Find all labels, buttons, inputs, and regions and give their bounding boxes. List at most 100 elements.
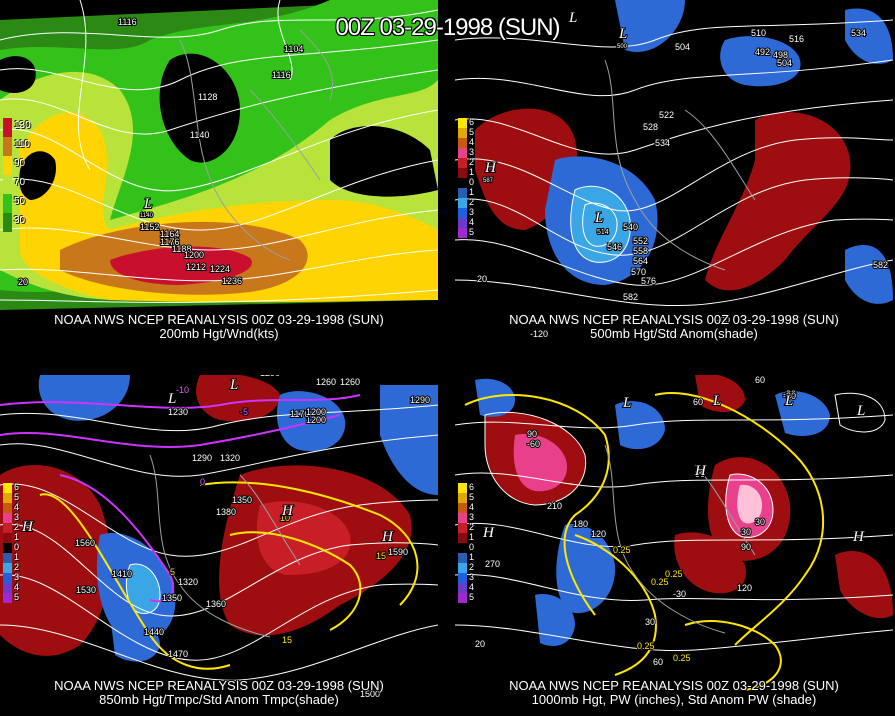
legend-item: 70 bbox=[3, 175, 31, 194]
contour-label: 1350 bbox=[162, 593, 182, 603]
contour-label: 1140 bbox=[190, 130, 209, 140]
legend-item: 3 bbox=[458, 512, 486, 523]
map-500mb: 504 510 516 492 498 504 522 528 534 540 … bbox=[455, 0, 893, 340]
legend-200mb: 130 110 90 70 50 30 bbox=[3, 118, 31, 232]
low-marker: L bbox=[618, 26, 627, 42]
contour-label: 120 bbox=[737, 583, 752, 593]
high-marker: H bbox=[21, 519, 34, 535]
contour-label: 60 bbox=[693, 397, 703, 407]
contour-label: 1320 bbox=[178, 577, 198, 587]
contour-label: 516 bbox=[789, 34, 804, 44]
legend-item: 0 bbox=[3, 542, 31, 553]
low-marker: L bbox=[143, 196, 152, 212]
contour-label: 30 bbox=[741, 527, 751, 537]
contour-label: 180 bbox=[573, 519, 588, 529]
contour-label: 582 bbox=[623, 292, 638, 302]
map-850mb: 1290 1260 1230 1200 1170 1290 1320 1350 … bbox=[0, 375, 438, 700]
legend-item: 2 bbox=[3, 522, 31, 533]
legend-item: 5 bbox=[458, 492, 486, 503]
pw-label: 0.25 bbox=[613, 545, 631, 555]
contour-label: 1224 bbox=[210, 264, 230, 274]
caption-500mb: NOAA NWS NCEP REANALYSIS 00Z 03-29-1998 … bbox=[455, 313, 893, 341]
legend-item: 0 bbox=[458, 542, 486, 553]
contour-label: -120 bbox=[530, 329, 548, 339]
caption-source: NOAA NWS NCEP REANALYSIS 00Z 03-29-1998 … bbox=[509, 312, 839, 327]
legend-item: 3 bbox=[458, 147, 486, 158]
contour-label: 30 bbox=[645, 617, 655, 627]
high-marker: H bbox=[381, 529, 394, 545]
low-value: 500 bbox=[617, 44, 628, 50]
caption-850mb: NOAA NWS NCEP REANALYSIS 00Z 03-29-1998 … bbox=[0, 679, 438, 707]
caption-source: NOAA NWS NCEP REANALYSIS 00Z 03-29-1998 … bbox=[509, 678, 839, 693]
low-marker: L bbox=[856, 403, 865, 419]
temp-label: 5 bbox=[170, 567, 175, 577]
contour-label: 1260 bbox=[316, 377, 336, 387]
contour-label: 558 bbox=[633, 246, 648, 256]
contour-label: 546 bbox=[607, 242, 622, 252]
contour-label: 540 bbox=[623, 222, 638, 232]
contour-label: 120 bbox=[591, 529, 606, 539]
contour-label: 552 bbox=[633, 236, 648, 246]
contour-label: 534 bbox=[655, 138, 670, 148]
legend-item: 0 bbox=[458, 177, 486, 188]
legend-item: 4 bbox=[3, 582, 31, 593]
temp-label: -5 bbox=[240, 407, 248, 417]
contour-label: 90 bbox=[695, 469, 705, 479]
low-value: 1140 bbox=[140, 213, 154, 219]
legend-item: 4 bbox=[458, 217, 486, 228]
high-marker: H bbox=[694, 463, 707, 479]
contour-label: 1290 bbox=[192, 453, 212, 463]
contour-label: 90 bbox=[527, 429, 537, 439]
contour-label: 1560 bbox=[75, 538, 95, 548]
high-marker: H bbox=[482, 525, 495, 541]
contour-label: 20 bbox=[18, 277, 28, 287]
contour-label: 1440 bbox=[144, 627, 164, 637]
contour-label: 60 bbox=[755, 375, 765, 385]
panel-1000mb: 60 60 90 -30 -60 30 210 180 120 90 270 6… bbox=[455, 375, 893, 716]
legend-item: 5 bbox=[3, 492, 31, 503]
legend-item: 6 bbox=[458, 117, 486, 128]
legend-item: 1 bbox=[458, 167, 486, 178]
legend-item: 4 bbox=[458, 137, 486, 148]
legend-item: 2 bbox=[458, 197, 486, 208]
legend-item: 6 bbox=[458, 482, 486, 493]
legend-item: 3 bbox=[3, 512, 31, 523]
panel-200mb: 1116 1104 1116 1128 1140 1152 1164 1176 … bbox=[0, 0, 438, 341]
temp-label: 10 bbox=[280, 513, 290, 523]
contour-label: 1590 bbox=[388, 547, 408, 557]
contour-label: 60 bbox=[653, 657, 663, 667]
low-marker: L bbox=[784, 393, 793, 409]
contour-label: 582 bbox=[873, 260, 888, 270]
caption-source: NOAA NWS NCEP REANALYSIS 00Z 03-29-1998 … bbox=[54, 312, 384, 327]
legend-1000mb: 6 5 4 3 2 1 0 1 2 3 4 5 bbox=[458, 482, 486, 603]
contour-label: 1176 bbox=[160, 237, 179, 247]
high-marker: H bbox=[484, 160, 497, 176]
legend-item: 1 bbox=[3, 532, 31, 543]
contour-label: 1410 bbox=[112, 569, 132, 579]
legend-item: 5 bbox=[458, 227, 486, 238]
contour-label: 1290 bbox=[410, 395, 430, 405]
legend-item: 1 bbox=[458, 532, 486, 543]
legend-item: 4 bbox=[458, 582, 486, 593]
panel-850mb: 1290 1260 1230 1200 1170 1290 1320 1350 … bbox=[0, 375, 438, 716]
low-marker: L bbox=[622, 395, 631, 411]
legend-500mb: 6 5 4 3 2 1 0 1 2 3 4 5 bbox=[458, 117, 486, 238]
main-title: 00Z 03-29-1998 (SUN) bbox=[335, 14, 560, 41]
low-marker: L bbox=[594, 210, 603, 226]
caption-field: 500mb Hgt/Std Anom(shade) bbox=[590, 326, 758, 341]
caption-field: 200mb Hgt/Wnd(kts) bbox=[159, 326, 279, 341]
contour-label: 576 bbox=[641, 276, 656, 286]
contour-label: 1290 bbox=[260, 375, 280, 378]
panel-500mb: 504 510 516 492 498 504 522 528 534 540 … bbox=[455, 0, 893, 341]
contour-label: -30 bbox=[783, 389, 796, 399]
contour-label: 492 bbox=[755, 47, 770, 57]
legend-item: 4 bbox=[458, 502, 486, 513]
legend-850mb: 6 5 4 3 2 1 0 1 2 3 4 5 bbox=[3, 482, 31, 603]
caption-field: 850mb Hgt/Tmpc/Std Anom Tmpc(shade) bbox=[99, 692, 339, 707]
contour-label: 1350 bbox=[232, 495, 252, 505]
legend-item: 1 bbox=[3, 552, 31, 563]
temp-label: 15 bbox=[282, 635, 292, 645]
high-value: 587 bbox=[483, 178, 494, 184]
contour-label: -30 bbox=[673, 589, 686, 599]
pw-label: 0.25 bbox=[665, 569, 683, 579]
